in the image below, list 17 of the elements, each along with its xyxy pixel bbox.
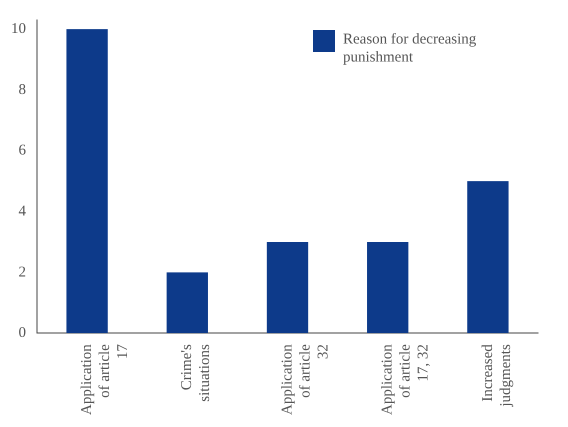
y-tick-label: 10 <box>11 21 26 38</box>
y-tick-label: 8 <box>18 82 26 98</box>
x-tick-label: Application of article 17, 32 <box>380 344 432 416</box>
x-tick-label: Crime's situations <box>179 344 214 402</box>
x-tick-label: Increased judgments <box>480 344 514 408</box>
legend-label: Reason for decreasing punishment <box>343 31 477 66</box>
bar <box>266 242 308 334</box>
bar <box>467 181 509 334</box>
bar <box>166 272 208 334</box>
y-tick-label: 6 <box>18 142 26 159</box>
y-tick-label: 0 <box>18 325 26 342</box>
y-tick-label: 4 <box>18 203 26 220</box>
x-tick-label: Application of article 32 <box>279 344 332 416</box>
y-tick-label: 2 <box>18 264 26 280</box>
bar <box>66 29 108 334</box>
x-tick-label: Application of article 17 <box>79 344 132 416</box>
bar <box>367 242 408 334</box>
